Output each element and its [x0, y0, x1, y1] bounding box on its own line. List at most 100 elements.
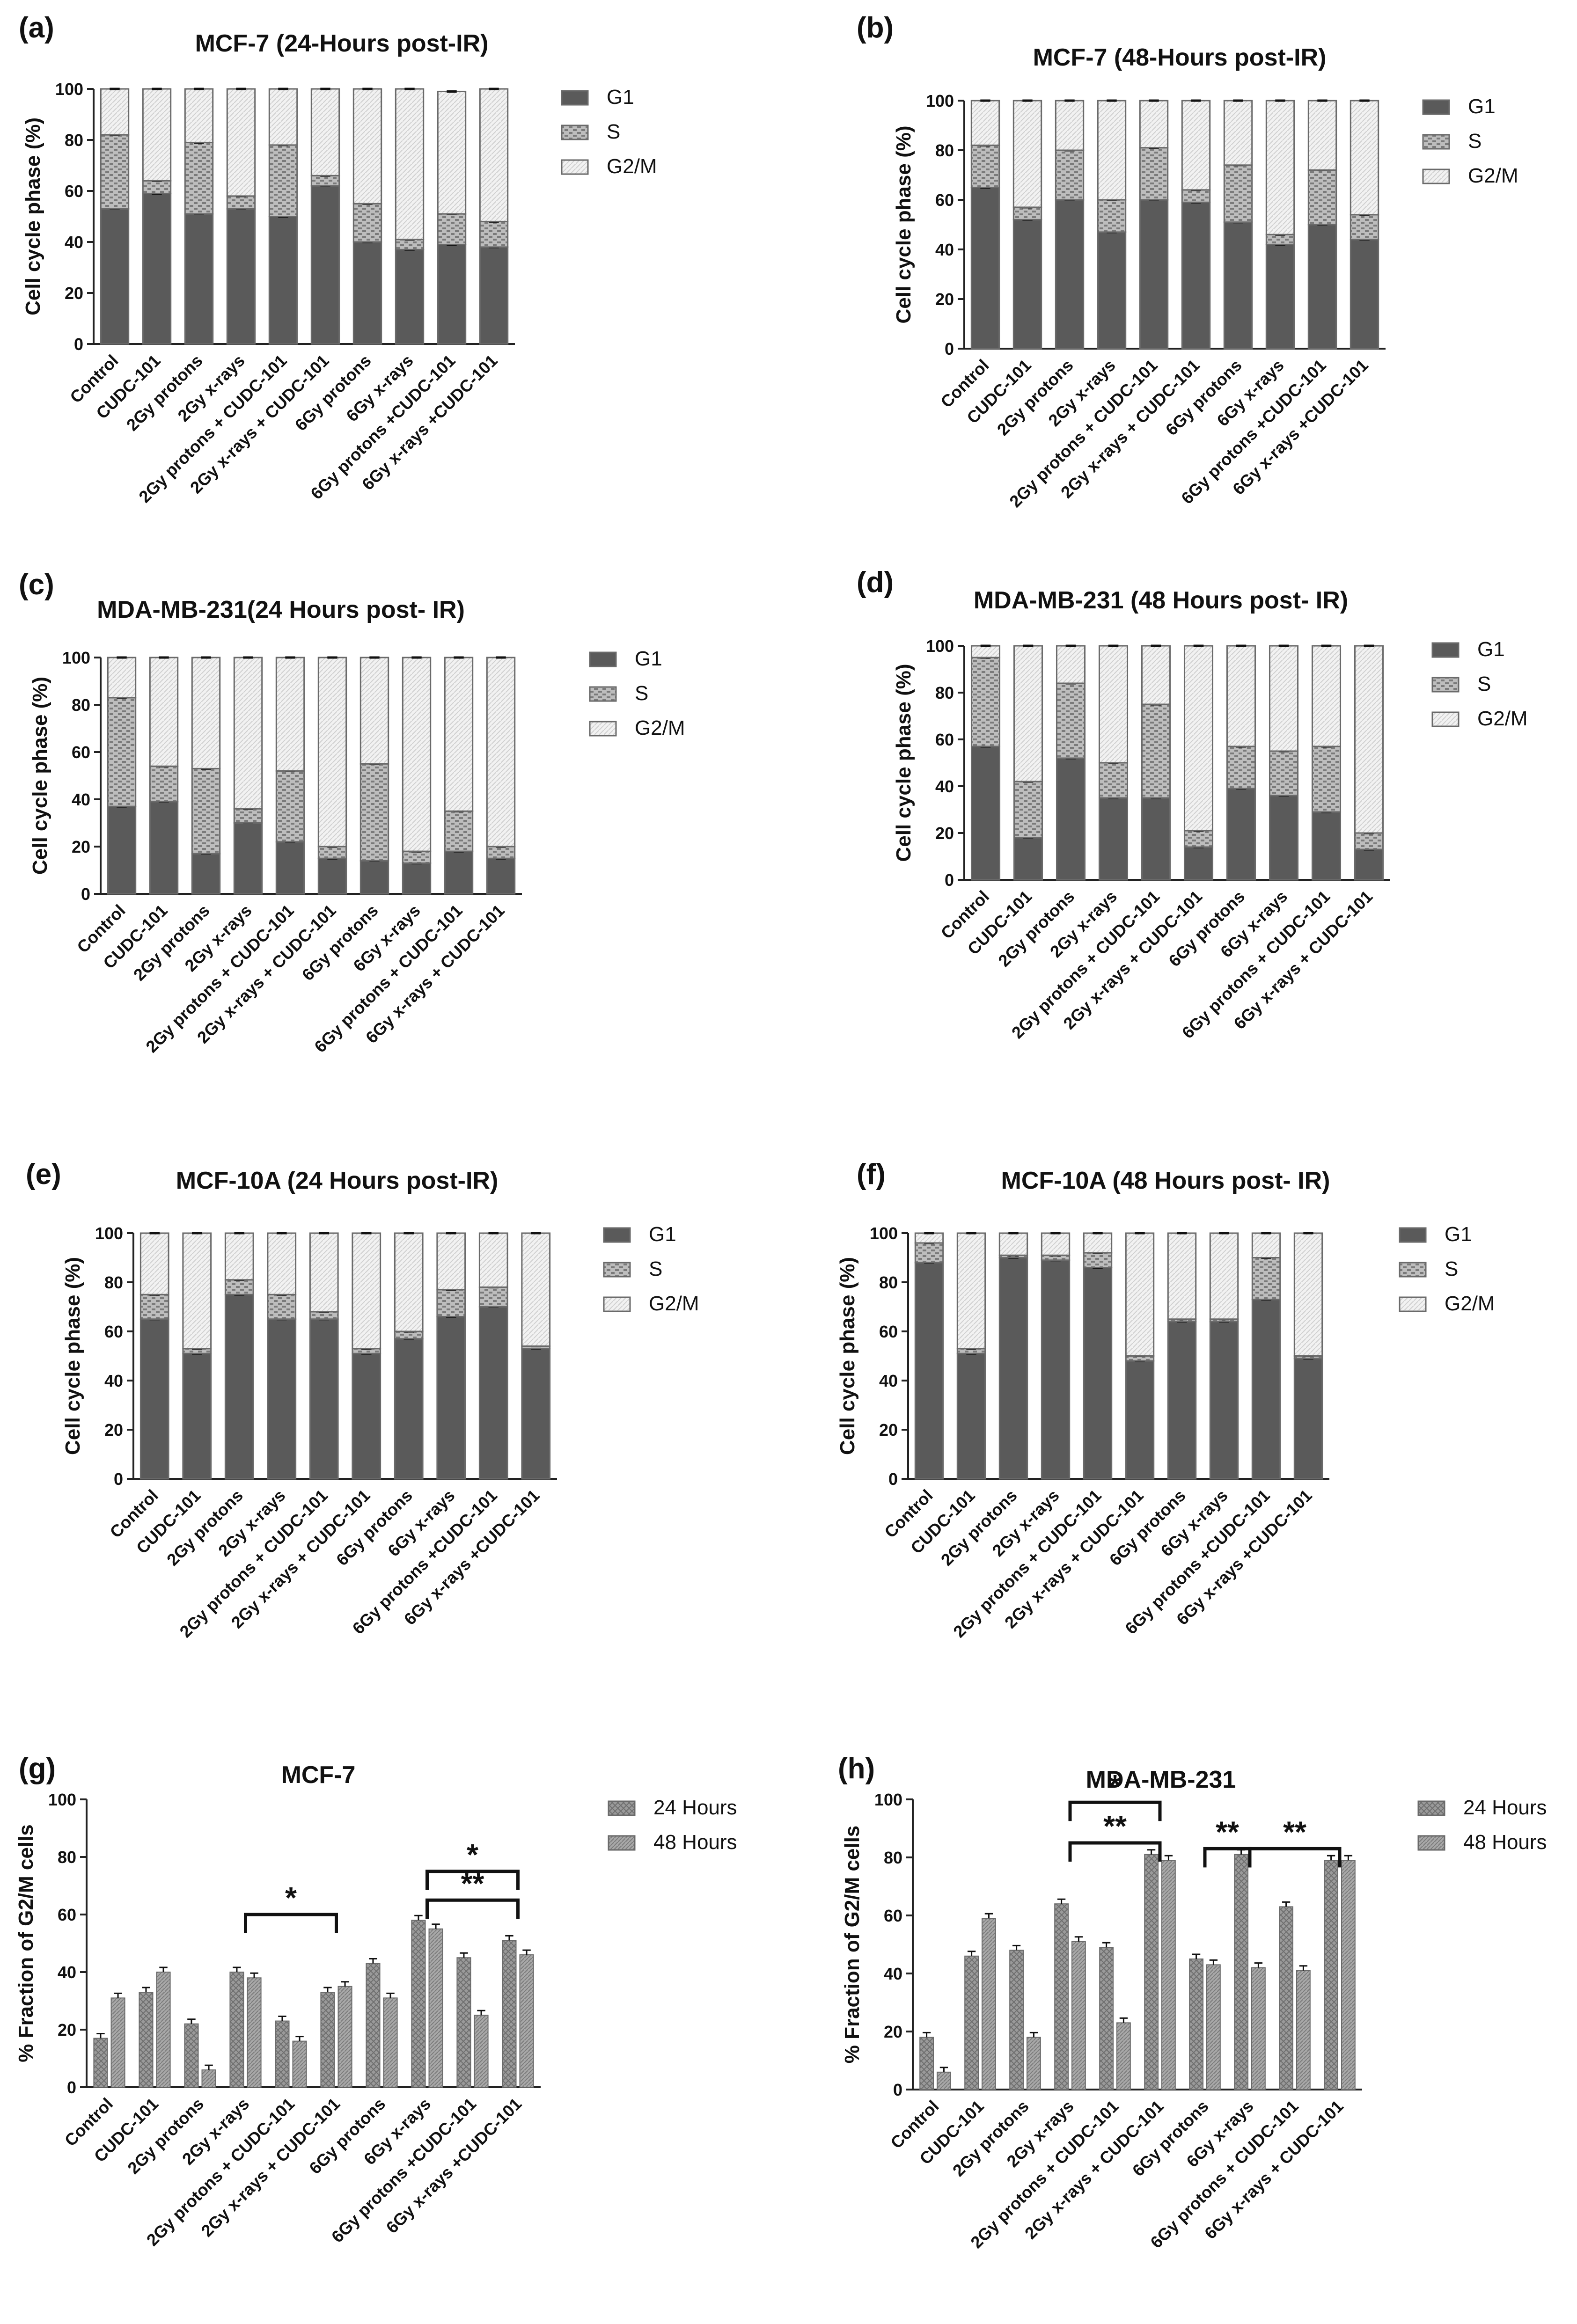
y-tick-label: 100: [95, 1224, 123, 1243]
legend-swatch: [1422, 99, 1450, 115]
y-tick-label: 0: [893, 2080, 902, 2099]
bar-segment-s: [184, 141, 214, 215]
chart-panel-b: (b) MCF-7 (48-Hours post-IR) Cell cycle ph…: [857, 12, 1518, 511]
bar-segment-g2m: [191, 657, 221, 769]
bar-segment-g1: [1354, 848, 1384, 881]
bar-segment-g1: [486, 857, 516, 895]
bar-segment-s: [107, 697, 137, 807]
y-axis-label: Cell cycle phase (%): [836, 1257, 859, 1455]
bar-segment-g2m: [1013, 645, 1043, 782]
chart-title: MDA-MB-231 (48 Hours post- IR): [974, 587, 1348, 614]
bar-segment-g1: [1181, 201, 1211, 350]
legend-label: G1: [649, 1223, 676, 1246]
bar-segment-g2m: [317, 657, 347, 848]
bar-segment-s: [268, 144, 298, 217]
bar-segment-g2m: [1311, 645, 1342, 747]
y-tick-label: 60: [104, 1322, 123, 1341]
legend-label: 24 Hours: [1463, 1796, 1547, 1819]
bar-segment-s: [970, 144, 1000, 188]
bar-segment-s: [139, 1294, 169, 1320]
legend-label: G2/M: [1468, 164, 1518, 187]
bar-segment-g1: [1125, 1360, 1155, 1480]
bar-segment-g2m: [1354, 645, 1384, 834]
bar-segment-s: [233, 808, 263, 824]
bar-segment-g2m: [1139, 100, 1169, 149]
legend-label: G1: [635, 647, 662, 670]
bar-48-hours: [1116, 2022, 1131, 2090]
bar-segment-s: [1311, 745, 1342, 813]
y-tick-label: 40: [935, 777, 954, 796]
y-axis-label: Cell cycle phase (%): [892, 664, 915, 862]
y-tick-label: 60: [58, 1905, 76, 1924]
bar-48-hours: [428, 1928, 443, 2088]
legend-label: G2/M: [649, 1292, 699, 1315]
bar-48-hours: [1206, 1964, 1221, 2090]
significance-marker: *: [467, 1838, 478, 1871]
legend-label: S: [1445, 1257, 1458, 1280]
bar-segment-g1: [310, 185, 340, 345]
bar-48-hours: [937, 2071, 951, 2090]
bar-segment-s: [352, 203, 382, 243]
bar-segment-g1: [1293, 1358, 1323, 1480]
bar-segment-s: [1307, 169, 1337, 226]
y-tick-label: 80: [935, 141, 954, 160]
bar-segment-g2m: [184, 88, 214, 143]
y-tick-label: 80: [58, 1848, 76, 1867]
bar-segment-g2m: [352, 88, 382, 205]
legend-label: G1: [1468, 95, 1496, 118]
y-tick-label: 40: [104, 1371, 123, 1390]
y-tick-label: 40: [58, 1963, 76, 1982]
bar-segment-s: [226, 195, 256, 210]
bar-48-hours: [292, 2040, 307, 2088]
bar-segment-g2m: [149, 657, 179, 767]
y-axis-label: Cell cycle phase (%): [61, 1257, 84, 1455]
bar-segment-g1: [352, 241, 382, 345]
bar-24-hours: [366, 1963, 381, 2088]
bar-segment-g1: [275, 841, 305, 895]
bar-48-hours: [383, 1997, 398, 2088]
bar-24-hours: [919, 2037, 934, 2090]
legend-swatch: [1417, 1835, 1445, 1851]
bar-segment-g1: [267, 1318, 297, 1480]
bar-segment-g1: [1269, 795, 1299, 881]
y-axis-label: Cell cycle phase (%): [22, 117, 44, 315]
legend-label: S: [635, 682, 648, 705]
legend-swatch: [603, 1262, 631, 1278]
bar-48-hours: [201, 2069, 216, 2088]
bar-segment-g2m: [1055, 100, 1085, 151]
panel-label: (g): [19, 1753, 56, 1785]
bar-segment-g2m: [1041, 1232, 1071, 1256]
bar-segment-g1: [1251, 1299, 1281, 1480]
bar-segment-g2m: [1098, 645, 1129, 764]
y-tick-label: 40: [935, 240, 954, 259]
y-tick-label: 100: [874, 1790, 902, 1809]
legend-swatch: [1417, 1800, 1445, 1816]
chart-title: MDA-MB-231: [1086, 1766, 1236, 1793]
bar-segment-s: [359, 763, 389, 862]
bar-segment-s: [191, 767, 221, 855]
bar-segment-g1: [914, 1262, 944, 1480]
legend-swatch: [608, 1800, 636, 1816]
bar-segment-g1: [402, 862, 432, 895]
legend-swatch: [1431, 711, 1460, 727]
bar-segment-g1: [1350, 239, 1379, 350]
bar-segment-g1: [268, 216, 298, 345]
bar-segment-s: [1055, 149, 1085, 201]
bar-segment-g2m: [1209, 1232, 1239, 1320]
bar-segment-g2m: [359, 657, 389, 765]
chart-panel-g: (g) MCF-7 % Fraction of G2/M cells 0 20 40 60 8…: [15, 1753, 737, 2250]
bar-segment-g1: [1141, 797, 1171, 881]
bar-segment-g2m: [233, 657, 263, 810]
y-tick-label: 20: [65, 284, 83, 303]
bar-segment-g1: [149, 801, 179, 895]
bar-segment-g2m: [1141, 645, 1171, 705]
bar-segment-g1: [1055, 199, 1085, 350]
significance-marker: *: [285, 1881, 297, 1915]
y-tick-label: 80: [65, 131, 83, 150]
bar-segment-s: [1265, 234, 1295, 245]
chart-panel-f: (f) MCF-10A (48 Hours post- IR) Cell cycle…: [836, 1158, 1495, 1641]
bar-segment-s: [486, 846, 516, 859]
bar-segment-s: [1223, 164, 1253, 223]
y-tick-label: 100: [870, 1224, 898, 1243]
bar-segment-g2m: [1265, 100, 1295, 235]
